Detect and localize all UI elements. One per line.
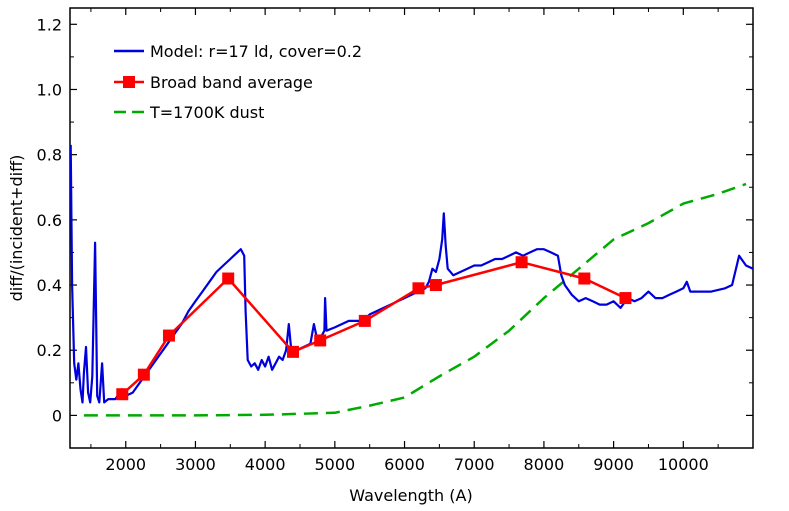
series-line-broad-band [121, 260, 627, 396]
broad-band-marker [429, 279, 442, 292]
broad-band-marker [314, 334, 327, 347]
broad-band-marker [116, 388, 129, 401]
x-tick-label: 4000 [245, 455, 286, 474]
x-tick-label: 5000 [314, 455, 355, 474]
x-tick-label: 6000 [384, 455, 425, 474]
x-tick-label: 9000 [593, 455, 634, 474]
y-tick-label: 1.0 [37, 80, 62, 99]
broad-band-marker [358, 314, 371, 327]
y-axis-label: diff/(incident+diff) [7, 155, 26, 302]
broad-band-marker [162, 329, 175, 342]
y-tick-label: 1.2 [37, 15, 62, 34]
series-line-model [70, 144, 753, 404]
legend: Model: r=17 ld, cover=0.2 Broad band aver… [114, 42, 362, 122]
broad-band-marker [515, 256, 528, 269]
x-tick-label: 8000 [524, 455, 565, 474]
chart-series [70, 144, 753, 417]
y-tick-label: 0 [52, 406, 62, 425]
x-tick-label: 2000 [105, 455, 146, 474]
y-tick-label: 0.4 [37, 276, 62, 295]
broad-band-marker [619, 292, 632, 305]
x-tick-label: 10000 [658, 455, 709, 474]
series-line-dust [83, 182, 747, 417]
broad-band-marker [222, 272, 235, 285]
x-axis-label: Wavelength (A) [349, 486, 472, 505]
x-tick-label: 3000 [175, 455, 216, 474]
legend-label: Broad band average [150, 73, 313, 92]
legend-label: T=1700K dust [149, 103, 264, 122]
legend-marker-broad-band [123, 76, 135, 88]
broad-band-marker [137, 368, 150, 381]
x-tick-label: 7000 [454, 455, 495, 474]
y-tick-label: 0.8 [37, 146, 62, 165]
legend-label: Model: r=17 ld, cover=0.2 [150, 42, 362, 61]
broad-band-marker [578, 272, 591, 285]
axis-ticks: 2000 3000 4000 5000 6000 7000 8000 9000 10000 0 0.… [37, 8, 753, 474]
broad-band-marker [287, 345, 300, 358]
y-tick-label: 0.2 [37, 341, 62, 360]
broad-band-marker [412, 282, 425, 295]
plot-frame [69, 7, 754, 449]
y-tick-label: 0.6 [37, 211, 62, 230]
